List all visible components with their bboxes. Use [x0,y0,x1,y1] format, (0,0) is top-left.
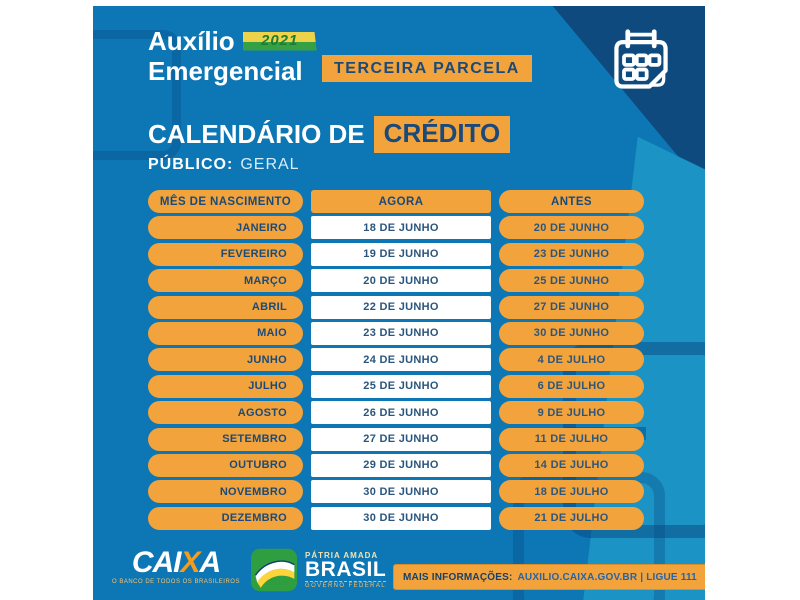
title-highlight-badge: CRÉDITO [373,116,511,153]
month-cell: JANEIRO [148,216,303,240]
brand-line1: Auxílio [148,26,235,56]
gov-motto-small: PÁTRIA AMADA [305,551,379,560]
month-cell: FEVEREIRO [148,242,303,266]
audience-value: GERAL [240,156,300,173]
poster-card: Auxílio 2021 Emergencial TERCEIRA PARCEL… [93,6,705,600]
before-date-cell: 20 DE JUNHO [499,216,644,240]
audience-line: PÚBLICO: GERAL [148,156,300,174]
month-cell: MARÇO [148,269,303,293]
column-header-month: MÊS DE NASCIMENTO [148,190,303,213]
installment-badge: TERCEIRA PARCELA [322,55,532,82]
month-cell: NOVEMBRO [148,480,303,504]
brazil-flag-icon [251,548,297,592]
before-date-cell: 9 DE JULHO [499,401,644,425]
page-title: CALENDÁRIO DE CRÉDITO [148,116,511,153]
gov-federal-label: GOVERNO FEDERAL [305,581,387,589]
now-date-cell: 29 DE JUNHO [311,453,491,477]
month-cell: OUTUBRO [148,453,303,477]
now-date-cell: 26 DE JUNHO [311,401,491,425]
month-cell: AGOSTO [148,401,303,425]
calendar-icon [614,29,668,89]
now-date-cell: 30 DE JUNHO [311,506,491,530]
now-date-cell: 22 DE JUNHO [311,295,491,319]
info-url-and-phone: AUXILIO.CAIXA.GOV.BR | LIGUE 111 [517,571,697,583]
title-main: CALENDÁRIO DE [148,119,365,149]
now-date-cell: 27 DE JUNHO [311,427,491,451]
before-date-cell: 14 DE JULHO [499,453,644,477]
before-date-cell: 21 DE JULHO [499,506,644,530]
before-date-cell: 11 DE JULHO [499,427,644,451]
column-header-before: ANTES [499,190,644,213]
caixa-logo-text: CAI [131,546,182,579]
before-date-cell: 6 DE JULHO [499,374,644,398]
before-date-cell: 23 DE JUNHO [499,242,644,266]
caixa-logo: CAIXA O BANCO DE TODOS OS BRASILEIROS [110,546,242,586]
watermark-calendar-outline [93,30,181,160]
caixa-logo-text: A [199,546,222,579]
month-cell: DEZEMBRO [148,506,303,530]
payment-calendar-table: MÊS DE NASCIMENTO AGORA ANTES JANEIRO 18… [148,190,644,530]
before-date-cell: 25 DE JUNHO [499,269,644,293]
gov-motto-big: BRASIL [305,558,387,581]
month-cell: SETEMBRO [148,427,303,451]
now-date-cell: 19 DE JUNHO [311,242,491,266]
brand-line2: Emergencial [148,56,303,86]
before-date-cell: 27 DE JUNHO [499,295,644,319]
more-info-bar: MAIS INFORMAÇÕES: AUXILIO.CAIXA.GOV.BR |… [393,564,705,590]
now-date-cell: 23 DE JUNHO [311,321,491,345]
now-date-cell: 25 DE JUNHO [311,374,491,398]
before-date-cell: 4 DE JULHO [499,348,644,372]
brand-lockup: Auxílio 2021 Emergencial [148,26,317,86]
before-date-cell: 30 DE JUNHO [499,321,644,345]
government-logo: PÁTRIA AMADA BRASIL GOVERNO FEDERAL [251,548,387,592]
caixa-tagline: O BANCO DE TODOS OS BRASILEIROS [112,579,240,585]
now-date-cell: 20 DE JUNHO [311,269,491,293]
before-date-cell: 18 DE JULHO [499,480,644,504]
audience-label: PÚBLICO: [148,156,234,173]
month-cell: MAIO [148,321,303,345]
info-label: MAIS INFORMAÇÕES: [403,571,513,583]
watermark-calendar-outline [513,472,665,600]
month-cell: JULHO [148,374,303,398]
now-date-cell: 18 DE JUNHO [311,216,491,240]
now-date-cell: 24 DE JUNHO [311,348,491,372]
year-badge: 2021 [242,31,317,51]
caixa-logo-x: X [180,546,200,579]
month-cell: ABRIL [148,295,303,319]
now-date-cell: 30 DE JUNHO [311,480,491,504]
month-cell: JUNHO [148,348,303,372]
column-header-now: AGORA [311,190,491,213]
